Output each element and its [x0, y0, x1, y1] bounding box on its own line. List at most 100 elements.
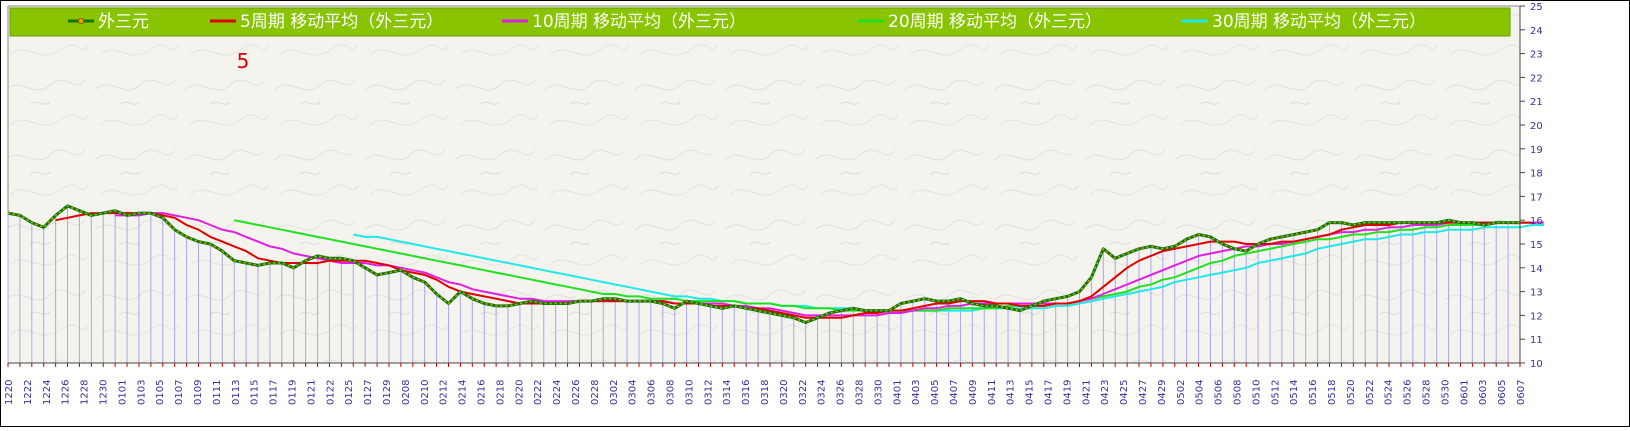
y-tick-label: 16	[1530, 216, 1543, 227]
series-lines	[7, 204, 1544, 324]
x-tick-label: 0105	[155, 380, 166, 405]
x-tick-label: 0109	[193, 380, 204, 405]
x-tick-label: 0524	[1384, 380, 1395, 405]
x-tick-label: 0125	[344, 380, 355, 405]
x-tick-label: 0121	[306, 380, 317, 405]
y-tick-label: 19	[1530, 145, 1543, 156]
x-tick-label: 0411	[987, 380, 998, 405]
x-tick-label: 0425	[1119, 380, 1130, 405]
x-tick-label: 0318	[760, 380, 771, 405]
legend: 外三元 5周期 移动平均（外三元） 10周期 移动平均（外三元） 20周期 移动平均（…	[9, 7, 1511, 37]
x-tick-label: 0228	[590, 380, 601, 405]
x-tick-label: 0413	[1006, 380, 1017, 405]
x-tick-label: 1226	[61, 380, 72, 405]
x-tick-label: 0516	[1308, 380, 1319, 405]
legend-label: 10周期 移动平均（外三元）	[532, 12, 746, 32]
x-tick-label: 0127	[363, 380, 374, 405]
series-line-5	[353, 224, 1544, 312]
x-tick-label: 0308	[666, 380, 677, 405]
x-tick-label: 0423	[1100, 380, 1111, 405]
x-tick-label: 0101	[117, 380, 128, 405]
y-tick-label: 21	[1530, 97, 1543, 108]
x-tick-label: 0504	[1195, 380, 1206, 405]
legend-box	[9, 7, 1511, 37]
volume-bars	[7, 205, 1521, 363]
x-tick-label: 0324	[817, 380, 828, 405]
x-tick-label: 0607	[1516, 380, 1527, 405]
x-tick-label: 0427	[1138, 380, 1149, 405]
x-tick-label: 0306	[647, 380, 658, 405]
x-tick-label: 0405	[930, 380, 941, 405]
x-tick-label: 0216	[477, 380, 488, 405]
x-tick-label: 0113	[231, 380, 242, 405]
x-tick-label: 0316	[741, 380, 752, 405]
y-tick-label: 11	[1530, 335, 1543, 346]
x-tick-label: 0605	[1497, 380, 1508, 405]
x-tick-label: 0506	[1214, 380, 1225, 405]
x-tick-label: 0403	[911, 380, 922, 405]
chart-annotation: 5	[237, 49, 250, 73]
y-tick-label: 17	[1530, 192, 1543, 203]
legend-marker	[78, 17, 85, 24]
x-tick-label: 0304	[628, 380, 639, 405]
y-tick-label: 18	[1530, 169, 1543, 180]
y-tick-label: 20	[1530, 121, 1543, 132]
x-tick-label: 0310	[684, 380, 695, 405]
x-tick-label: 0222	[533, 380, 544, 405]
x-tick-label: 0224	[552, 380, 563, 405]
x-tick-label: 0115	[250, 380, 261, 405]
x-tick-label: 0312	[703, 380, 714, 405]
x-tick-label: 0330	[873, 380, 884, 405]
x-tick-label: 0117	[269, 380, 280, 405]
x-tick-label: 0530	[1440, 380, 1451, 405]
x-tick-label: 0603	[1478, 380, 1489, 405]
y-tick-label: 12	[1530, 311, 1543, 322]
y-tick-label: 14	[1530, 264, 1543, 275]
x-tick-label: 0214	[458, 380, 469, 405]
x-tick-label: 0220	[514, 380, 525, 405]
x-tick-label: 0226	[571, 380, 582, 405]
y-tick-label: 22	[1530, 73, 1543, 84]
x-tick-label: 0210	[420, 380, 431, 405]
x-tick-label: 0502	[1176, 380, 1187, 405]
y-tick-label: 24	[1530, 26, 1543, 37]
x-tick-label: 0407	[949, 380, 960, 405]
x-tick-label: 1228	[80, 380, 91, 405]
x-tick-label: 0409	[968, 380, 979, 405]
x-tick-label: 0302	[609, 380, 620, 405]
x-tick-label: 0212	[439, 380, 450, 405]
x-tick-label: 0601	[1459, 380, 1470, 405]
series-line-1-dots	[7, 205, 1520, 324]
x-tick-label: 0528	[1422, 380, 1433, 405]
legend-label: 30周期 移动平均（外三元）	[1212, 12, 1426, 32]
x-tick-label: 0508	[1233, 380, 1244, 405]
y-tick-label: 23	[1530, 50, 1543, 61]
legend-label: 20周期 移动平均（外三元）	[888, 12, 1102, 32]
x-tick-label: 0415	[1025, 380, 1036, 405]
x-tick-label: 0518	[1327, 380, 1338, 405]
y-axis: 10 11 12 13 14 15 16 17 18 19 20 21 22 23 24 25	[1519, 2, 1543, 370]
y-tick-label: 15	[1530, 240, 1543, 251]
y-tick-label: 10	[1530, 359, 1543, 370]
x-tick-label: 0520	[1346, 380, 1357, 405]
x-tick-label: 0119	[288, 380, 299, 405]
x-tick-label: 1220	[4, 380, 15, 405]
x-tick-label: 0417	[1044, 380, 1055, 405]
x-tick-label: 0129	[382, 380, 393, 405]
x-tick-label: 0218	[495, 380, 506, 405]
x-tick-label: 0419	[1062, 380, 1073, 405]
x-tick-label: 0421	[1081, 380, 1092, 405]
x-tick-label: 0514	[1289, 380, 1300, 405]
x-axis: 1220 1222 1224 1226 1228 1230 0101 0103 0105 0107…	[4, 362, 1527, 405]
x-tick-label: 0103	[136, 380, 147, 405]
x-tick-label: 0522	[1365, 380, 1376, 405]
x-tick-label: 0320	[779, 380, 790, 405]
x-tick-label: 1230	[99, 380, 110, 405]
x-tick-label: 0510	[1251, 380, 1262, 405]
legend-label: 5周期 移动平均（外三元）	[240, 12, 443, 32]
x-tick-label: 0401	[892, 380, 903, 405]
legend-label: 外三元	[98, 12, 149, 32]
x-tick-label: 0512	[1270, 380, 1281, 405]
x-tick-label: 0328	[855, 380, 866, 405]
